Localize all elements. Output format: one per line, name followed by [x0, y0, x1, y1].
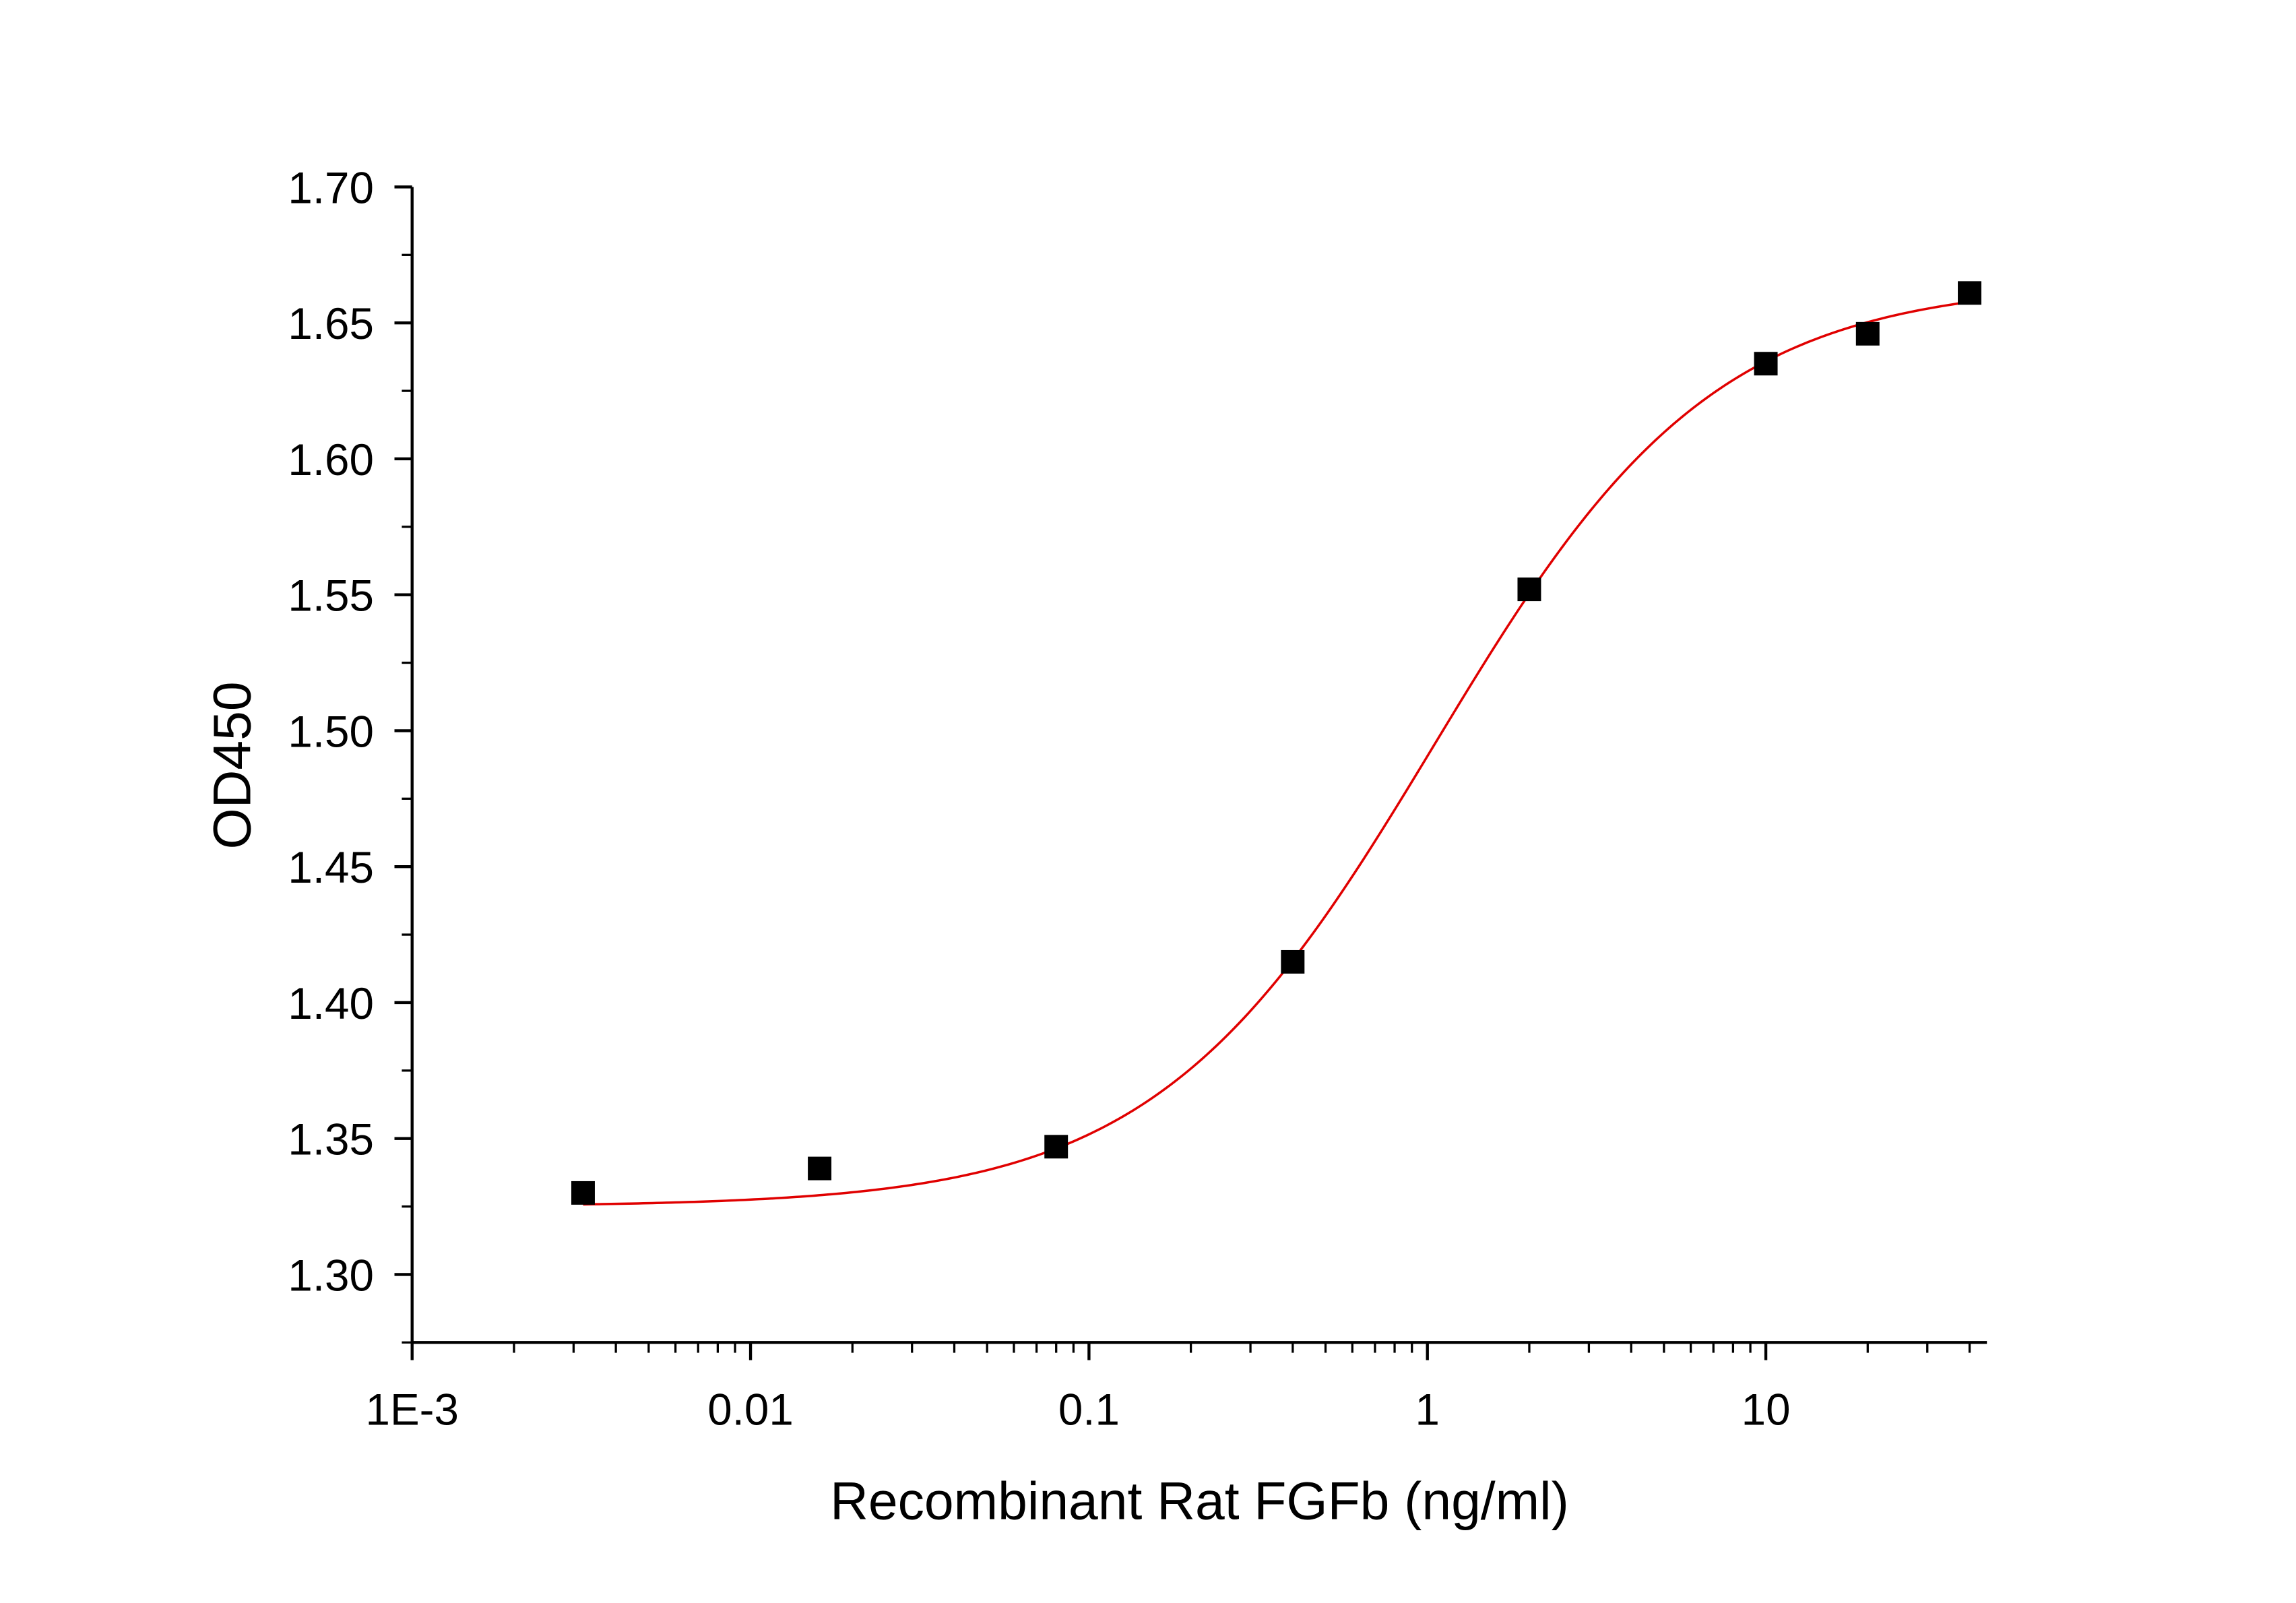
data-point: [808, 1156, 832, 1181]
y-tick-label: 1.55: [288, 571, 374, 621]
fit-curve: [583, 301, 1970, 1206]
data-point: [1517, 577, 1541, 602]
y-tick-label: 1.70: [288, 163, 374, 212]
x-ticks-group: 1E-3 0.01 0.1 1 10: [366, 1342, 1971, 1435]
y-tick-label: 1.65: [288, 299, 374, 348]
x-axis-label: Recombinant Rat FGFb (ng/ml): [830, 1471, 1569, 1530]
y-tick-label: 1.30: [288, 1251, 374, 1300]
fit-curve-group: [583, 301, 1970, 1206]
data-point: [1281, 949, 1305, 974]
y-tick-label: 1.50: [288, 707, 374, 756]
y-axis-label: OD450: [202, 681, 261, 849]
x-tick-label: 1E-3: [366, 1385, 459, 1435]
data-point: [1044, 1135, 1069, 1159]
data-point: [571, 1181, 595, 1205]
data-point: [1958, 281, 1981, 305]
data-point: [1855, 321, 1880, 346]
y-tick-label: 1.45: [288, 843, 374, 892]
y-tick-label: 1.35: [288, 1115, 374, 1164]
data-points-group: [571, 281, 1981, 1205]
x-tick-label: 0.1: [1058, 1385, 1120, 1435]
x-tick-label: 0.01: [707, 1385, 794, 1435]
x-tick-label: 10: [1742, 1385, 1791, 1435]
data-point: [1754, 352, 1778, 376]
x-tick-label: 1: [1415, 1385, 1440, 1435]
y-tick-label: 1.40: [288, 979, 374, 1028]
y-ticks-group: 1.30 1.35 1.40 1.45 1.50 1.55 1.60 1.65 1.70: [288, 163, 412, 1344]
axes-group: [410, 187, 1987, 1344]
y-tick-label: 1.60: [288, 435, 374, 484]
